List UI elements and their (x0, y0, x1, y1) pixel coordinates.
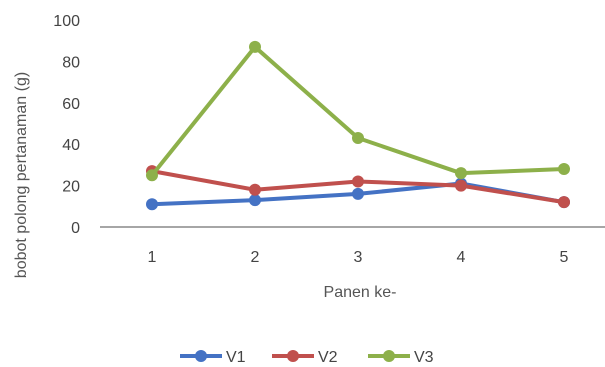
x-tick-label: 4 (457, 249, 466, 266)
data-point (249, 194, 261, 207)
data-point (558, 163, 570, 176)
legend-marker (383, 350, 395, 362)
y-tick-label: 100 (53, 13, 80, 30)
x-tick-label: 2 (251, 249, 260, 266)
x-tick-label: 1 (148, 249, 157, 266)
legend-label: V2 (318, 349, 338, 366)
y-axis-ticks: 0 20 40 60 80 100 (53, 13, 80, 237)
legend-item: V1 (180, 349, 246, 366)
legend-label: V3 (414, 349, 434, 366)
x-axis-ticks: 1 2 3 4 5 (148, 249, 569, 266)
x-axis-title: Panen ke- (324, 284, 397, 301)
series-v3 (146, 40, 570, 182)
legend-marker (195, 350, 207, 362)
legend-item: V2 (272, 349, 338, 366)
legend-marker (287, 350, 299, 362)
y-tick-label: 20 (62, 179, 80, 196)
data-point (455, 179, 467, 192)
data-point (249, 40, 261, 53)
data-point (352, 187, 364, 200)
legend-label: V1 (226, 349, 246, 366)
y-tick-label: 0 (71, 220, 80, 237)
y-tick-label: 60 (62, 96, 80, 113)
legend: V1 V2 V3 (180, 349, 434, 366)
data-point (558, 196, 570, 209)
x-tick-label: 3 (354, 249, 363, 266)
data-point (352, 131, 364, 144)
y-axis-title: bobot polong pertanaman (g) (13, 72, 30, 278)
data-point (352, 175, 364, 188)
y-tick-label: 40 (62, 137, 80, 154)
data-point (146, 198, 158, 211)
data-point (455, 167, 467, 180)
series-group (146, 40, 570, 211)
data-point (146, 169, 158, 182)
series-line (150, 44, 565, 177)
legend-item: V3 (368, 349, 434, 366)
x-tick-label: 5 (560, 249, 569, 266)
data-point (249, 183, 261, 196)
y-tick-label: 80 (62, 54, 80, 71)
